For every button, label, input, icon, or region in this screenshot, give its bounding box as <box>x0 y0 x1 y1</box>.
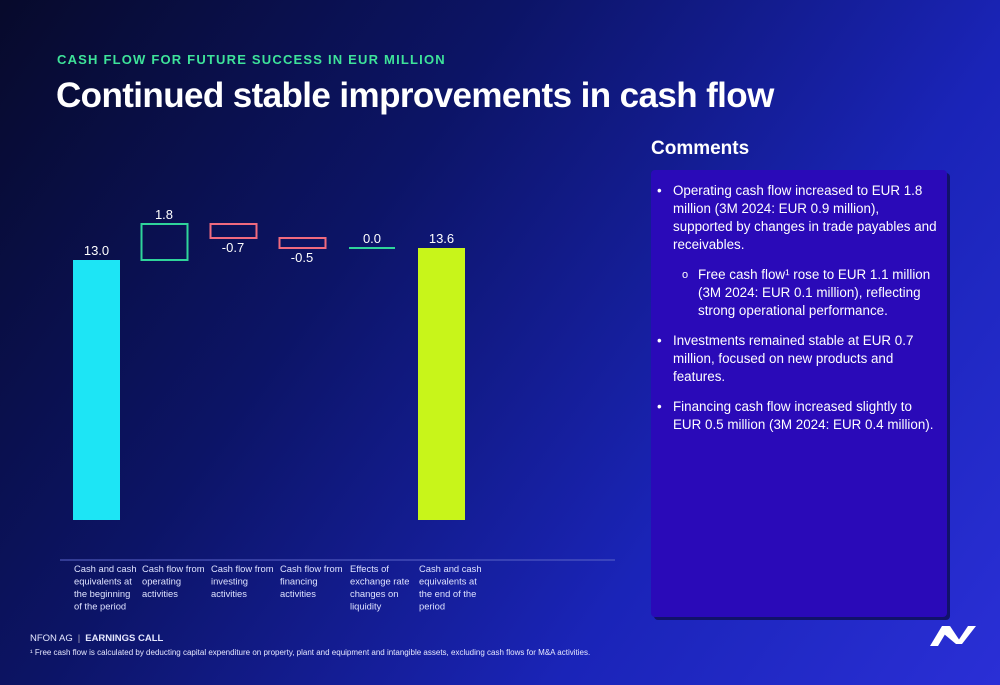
footer-company: NFON AG <box>30 633 73 644</box>
comment-text: Financing cash flow increased slightly t… <box>673 399 934 432</box>
comment-item: o Free cash flow¹ rose to EUR 1.1 million… <box>657 266 939 320</box>
comments-panel: • Operating cash flow increased to EUR 1.… <box>651 170 947 617</box>
category-label-line: equivalents at <box>74 576 132 587</box>
comment-text: Investments remained stable at EUR 0.7 m… <box>673 333 914 384</box>
category-label: Cash flow from operating activities <box>142 563 205 599</box>
nfon-logo-icon <box>930 626 976 646</box>
data-label: 1.8 <box>155 207 173 222</box>
category-label-line: the end of the <box>419 588 476 599</box>
category-label-line: exchange rate <box>350 576 409 587</box>
footer-separator: | <box>77 633 81 644</box>
data-label: 13.6 <box>429 231 454 246</box>
data-label: -0.5 <box>291 250 313 265</box>
data-label: 13.0 <box>84 243 109 258</box>
comment-item: • Financing cash flow increased slightly … <box>657 398 939 434</box>
waterfall-bar <box>73 260 120 520</box>
category-label-line: period <box>419 601 445 612</box>
category-label: Cash and cash equivalents at the beginning… <box>74 563 137 612</box>
category-label-line: operating <box>142 576 181 587</box>
category-label-line: Effects of <box>350 563 389 574</box>
category-label: Cash and cash equivalents at the end of th… <box>419 563 482 612</box>
footnote: ¹ Free cash flow is calculated by deduct… <box>30 648 591 657</box>
category-label-line: Cash and cash <box>419 563 482 574</box>
category-label-line: investing <box>211 576 248 587</box>
category-label-line: changes on <box>350 588 398 599</box>
data-label: -0.7 <box>222 240 244 255</box>
category-label-line: activities <box>142 588 178 599</box>
category-label-line: liquidity <box>350 601 382 612</box>
page-title: Continued stable improvements in cash fl… <box>56 76 774 115</box>
category-label-line: activities <box>280 588 316 599</box>
category-label: Effects of exchange rate changes on liquidi… <box>350 563 409 612</box>
waterfall-bar <box>278 237 327 249</box>
comment-item: • Operating cash flow increased to EUR 1.… <box>657 182 939 254</box>
category-label-line: Cash flow from <box>280 563 343 574</box>
comment-text: Operating cash flow increased to EUR 1.8… <box>673 183 937 252</box>
data-label: 0.0 <box>363 231 381 246</box>
category-label: Cash flow from investing activities <box>211 563 274 599</box>
comments-list: • Operating cash flow increased to EUR 1.… <box>657 182 939 434</box>
comment-bullet: • <box>657 333 662 348</box>
comment-bullet: • <box>657 183 662 198</box>
category-label-line: Cash and cash <box>74 563 137 574</box>
section-kicker: CASH FLOW FOR FUTURE SUCCESS IN EUR MILL… <box>57 52 446 67</box>
waterfall-bar <box>209 223 258 239</box>
footer-brand: NFON AG | EARNINGS CALL <box>30 633 163 644</box>
waterfall-bar <box>140 223 189 261</box>
comment-text: Free cash flow¹ rose to EUR 1.1 million … <box>698 267 931 318</box>
category-label-line: the beginning <box>74 588 130 599</box>
category-label-line: activities <box>211 588 247 599</box>
category-label-line: financing <box>280 576 318 587</box>
waterfall-bar <box>418 248 465 520</box>
category-label-line: equivalents at <box>419 576 477 587</box>
comment-item: • Investments remained stable at EUR 0.7 … <box>657 332 939 386</box>
comments-heading: Comments <box>651 138 750 159</box>
category-label-line: Cash flow from <box>211 563 274 574</box>
footer-event: EARNINGS CALL <box>85 633 164 644</box>
category-label-line: of the period <box>74 601 126 612</box>
comment-bullet: • <box>657 399 662 414</box>
category-label-line: Cash flow from <box>142 563 205 574</box>
category-label: Cash flow from financing activities <box>280 563 343 599</box>
comment-bullet: o <box>682 269 689 281</box>
